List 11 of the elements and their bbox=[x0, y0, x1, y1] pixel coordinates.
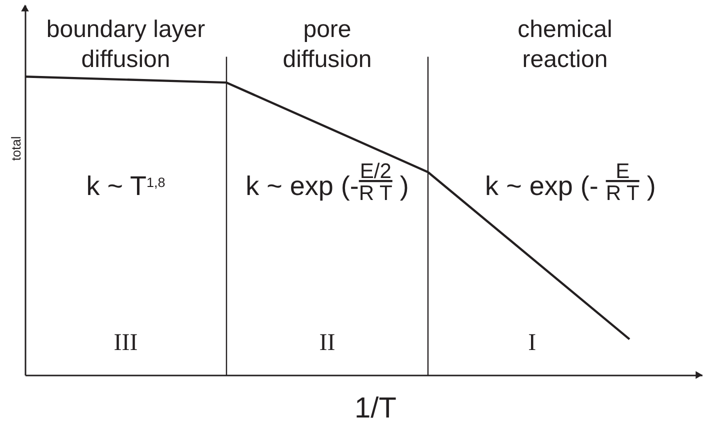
text: chemical reaction bbox=[518, 16, 612, 73]
y-axis-title: total bbox=[8, 136, 24, 161]
text: boundary layer diffusion bbox=[46, 16, 206, 73]
annotation: k ~ exp (- $^{E}$$_{R T}$ ) bbox=[485, 160, 656, 205]
text: pore diffusion bbox=[282, 16, 372, 73]
annotation: I bbox=[528, 330, 536, 356]
x-axis-title: 1/T bbox=[354, 392, 397, 424]
annotation: k ~ T$^{1,8}$ bbox=[86, 171, 166, 201]
annotation: II bbox=[319, 330, 336, 356]
annotation: III bbox=[114, 330, 138, 356]
annotation: k ~ exp (-$^{E/2}$$_{R T}$ ) bbox=[246, 160, 409, 205]
